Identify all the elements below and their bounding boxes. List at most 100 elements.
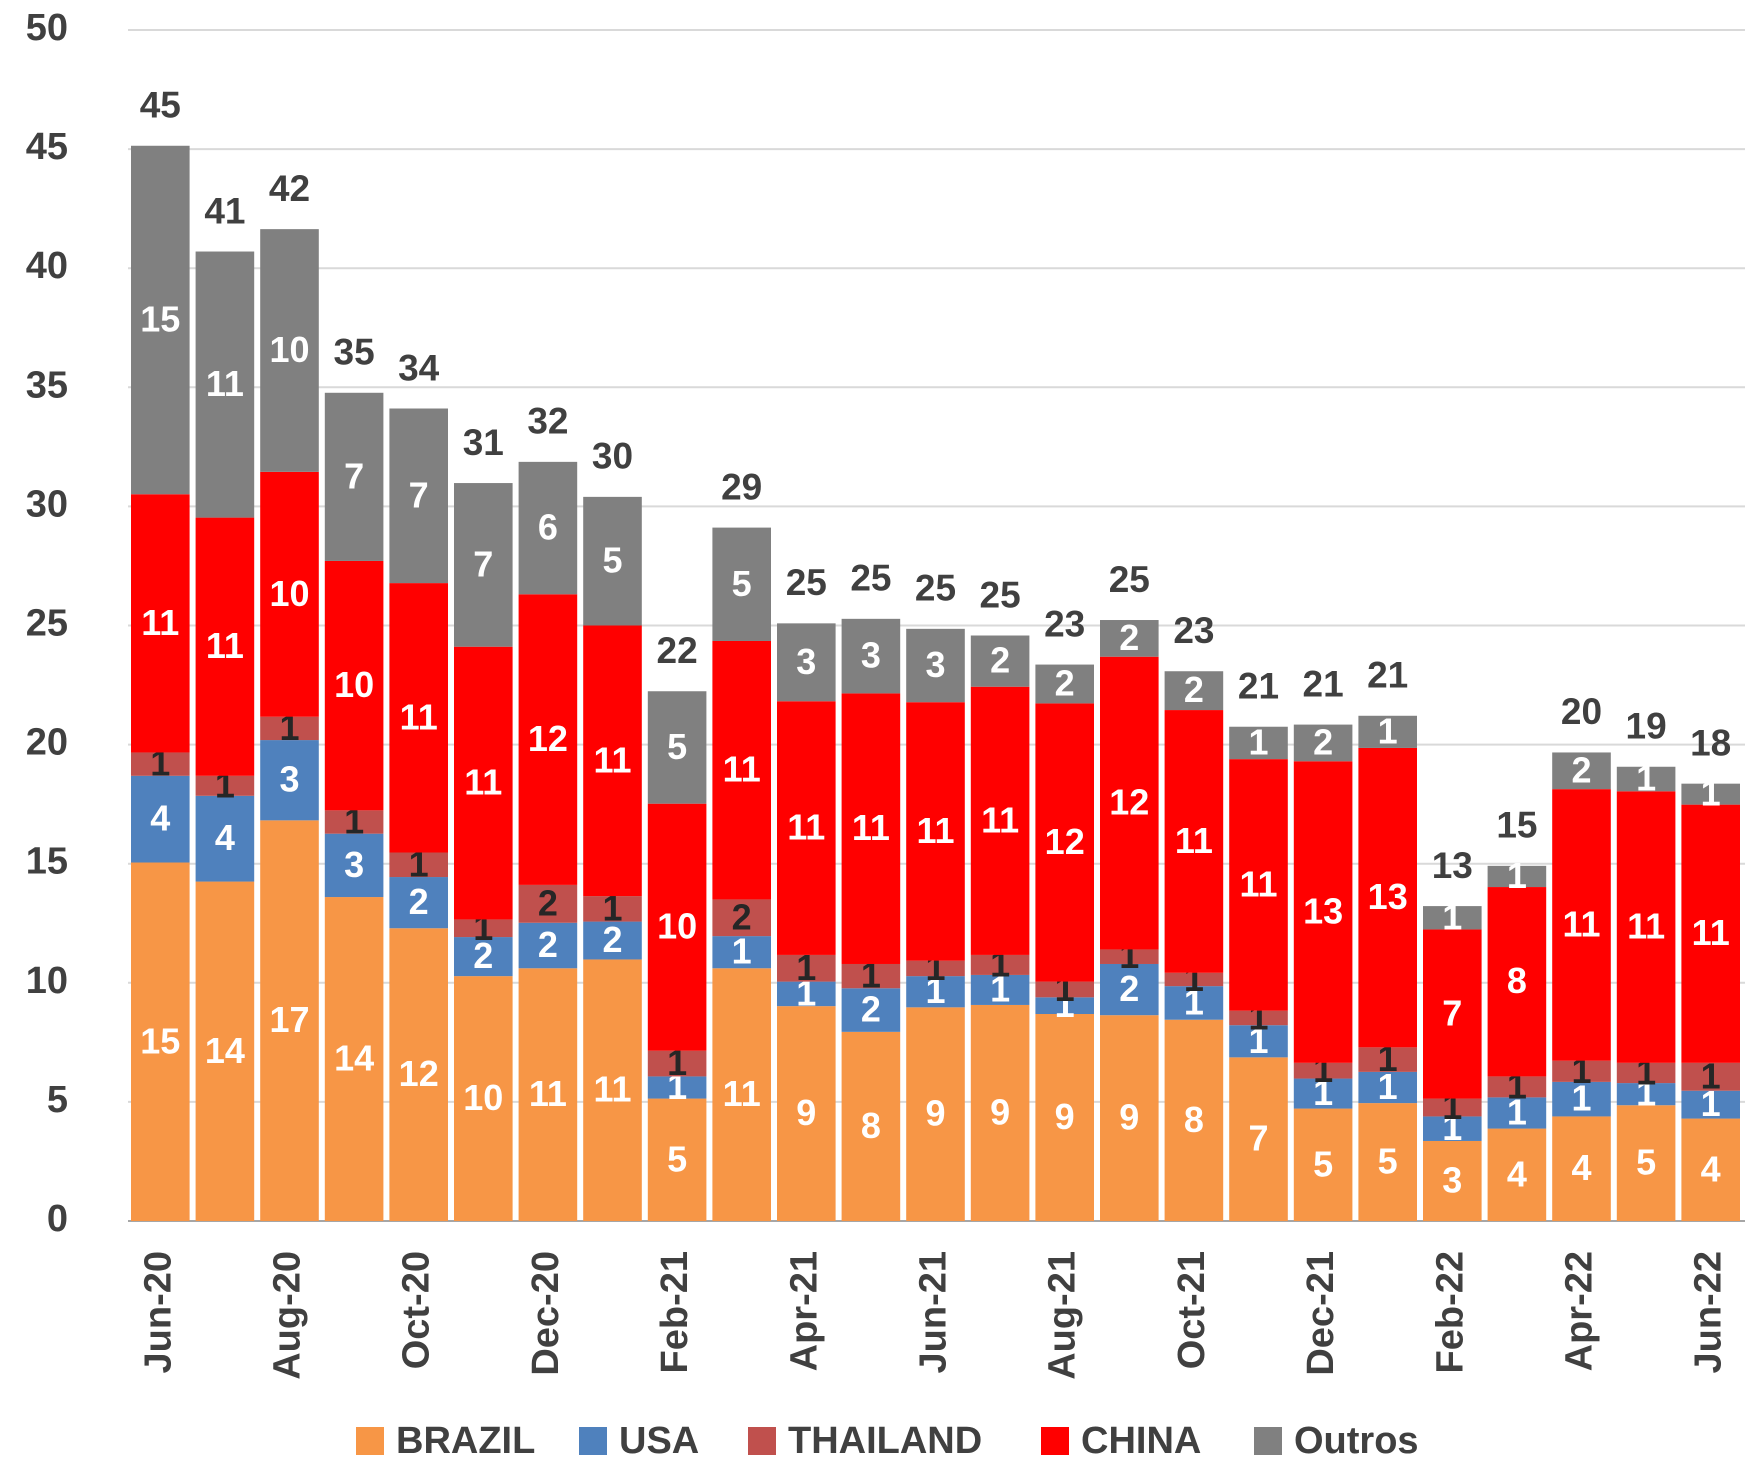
bar-segment [1358, 1047, 1417, 1072]
segment-label: 9 [990, 1091, 1010, 1132]
bar-segment [195, 775, 255, 796]
bar-segment [1552, 752, 1611, 790]
segment-label: 2 [1184, 669, 1204, 710]
segment-label: 10 [269, 573, 309, 614]
bar-segment [1423, 1116, 1482, 1141]
bar-segment [1164, 671, 1224, 711]
bar-segment [583, 896, 642, 922]
segment-label: 2 [538, 882, 558, 923]
bar-segment [1229, 726, 1288, 760]
bar-segment [1229, 1025, 1288, 1058]
bar-segment [1100, 656, 1159, 950]
segment-label: 7 [1442, 993, 1462, 1034]
segment-label: 12 [528, 718, 568, 759]
bar-segment [389, 928, 448, 1221]
bar-segment [1035, 703, 1094, 982]
segment-label: 1 [1636, 758, 1656, 799]
segment-label: 2 [990, 640, 1010, 681]
bar-segment [1100, 963, 1159, 1016]
segment-label: 11 [529, 1073, 567, 1114]
bar-segment [454, 937, 513, 977]
x-tick-label: Jun-21 [913, 1251, 955, 1373]
bar-segment [1487, 1076, 1547, 1098]
y-tick-label: 35 [26, 364, 68, 406]
legend-swatch [356, 1427, 384, 1455]
bar-segment [1552, 1060, 1611, 1082]
segment-label: 2 [473, 935, 493, 976]
segment-label: 1 [1442, 1107, 1462, 1148]
segment-label: 4 [1507, 1153, 1527, 1194]
bar-segment [260, 471, 319, 717]
total-label: 25 [980, 574, 1021, 615]
bar-segment [1487, 887, 1547, 1077]
y-tick-label: 40 [26, 245, 68, 287]
segment-label: 1 [409, 843, 429, 884]
segment-label: 5 [1313, 1143, 1333, 1184]
segment-label: 11 [723, 749, 761, 790]
segment-label: 1 [1442, 896, 1462, 937]
segment-label: 11 [1562, 903, 1600, 944]
segment-label: 4 [215, 817, 235, 858]
bar-segment [1681, 1062, 1740, 1091]
segment-label: 3 [279, 759, 299, 800]
total-label: 32 [527, 401, 568, 442]
bar-segment [131, 862, 190, 1221]
legend-swatch [1041, 1427, 1069, 1455]
bar-segment [1487, 1128, 1547, 1221]
bar-segment [1035, 981, 1094, 998]
bar-segment [454, 919, 513, 938]
bar-segment [518, 594, 578, 885]
y-tick-label: 50 [26, 7, 68, 49]
bar-segment [583, 921, 642, 960]
bar-segment [1229, 1057, 1288, 1221]
total-label: 22 [657, 630, 698, 671]
segment-label: 5 [1378, 1141, 1398, 1182]
x-tick-label: Oct-21 [1171, 1251, 1213, 1369]
segment-label: 1 [1701, 773, 1721, 814]
total-label: 34 [398, 347, 440, 388]
bar-segment [131, 752, 190, 776]
bar-segment [777, 954, 836, 982]
bar-segment [195, 795, 255, 882]
bar-segment [518, 884, 578, 923]
total-label: 23 [1173, 610, 1214, 651]
bar-segment [841, 1031, 901, 1221]
bar-segment [1423, 1098, 1482, 1117]
bar-segment [1487, 1097, 1547, 1129]
segment-label: 5 [1636, 1142, 1656, 1183]
bar-segment [1552, 1116, 1611, 1221]
bar-segment [518, 461, 578, 595]
bar-segment [906, 702, 965, 961]
segment-label: 2 [409, 881, 429, 922]
segment-label: 9 [1119, 1097, 1139, 1138]
bar-segment [841, 693, 901, 964]
segment-label: 5 [602, 540, 622, 581]
segment-label: 10 [334, 664, 374, 705]
bar-segment [131, 494, 190, 753]
bar-segment [1164, 972, 1224, 987]
segment-label: 11 [593, 739, 631, 780]
segment-label: 1 [1701, 1083, 1721, 1124]
total-label: 21 [1238, 666, 1279, 707]
bar-segment [1358, 747, 1417, 1048]
legend-label: USA [619, 1420, 699, 1462]
bar-segment [970, 974, 1030, 1005]
segment-label: 1 [344, 801, 364, 842]
segment-label: 11 [723, 1073, 761, 1114]
segment-label: 5 [667, 726, 687, 767]
segment-label: 13 [1303, 891, 1343, 932]
bar-segment [324, 833, 384, 898]
bar-segment [131, 775, 190, 863]
segment-label: 1 [796, 972, 816, 1013]
bar-segment [195, 881, 255, 1221]
segment-label: 11 [464, 762, 502, 803]
legend-label: THAILAND [788, 1420, 982, 1462]
bar-segment [1358, 1103, 1417, 1221]
segment-label: 8 [1507, 960, 1527, 1001]
legend-swatch [579, 1427, 607, 1455]
bar-segment [389, 877, 448, 929]
segment-label: 1 [1571, 1078, 1591, 1119]
segment-label: 11 [787, 807, 825, 848]
y-tick-label: 45 [26, 126, 68, 168]
segment-label: 7 [1248, 1118, 1268, 1159]
